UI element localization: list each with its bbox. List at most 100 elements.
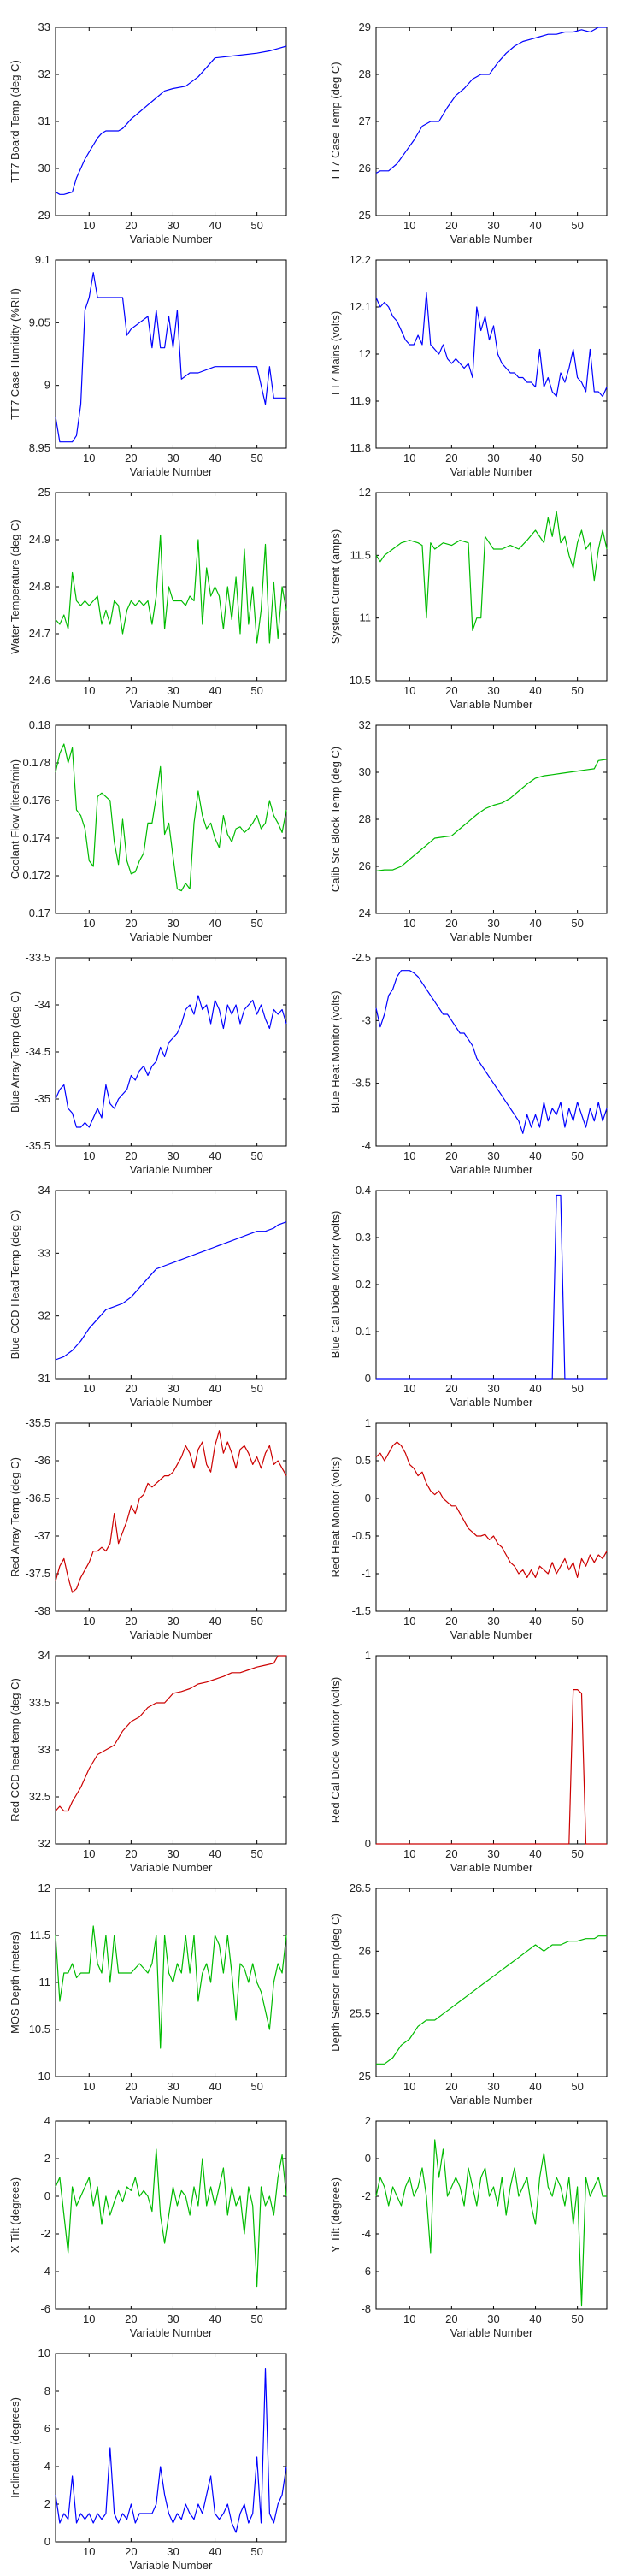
y-tick-label: -2 bbox=[361, 2189, 371, 2202]
chart-panel: 10 20 30 40 50 10 10.5 11 11.5 12 Variable Number M… bbox=[0, 1878, 320, 2111]
y-tick-label: 29 bbox=[38, 209, 50, 222]
chart-panel: 10 20 30 40 50 -6 -4 -2 0 2 4 Variable Number X Tilt… bbox=[0, 2111, 320, 2343]
plot-frame bbox=[375, 1190, 608, 1380]
y-tick-label: 26 bbox=[359, 162, 371, 174]
x-tick-label: 10 bbox=[403, 917, 415, 930]
y-tick-label: 25.5 bbox=[350, 2007, 371, 2020]
y-tick-label: 0.18 bbox=[29, 718, 50, 731]
y-tick-label: 0 bbox=[44, 2189, 50, 2202]
chart-svg: 10 20 30 40 50 0 1 Variable Number Red Cal Diode… bbox=[329, 1649, 608, 1874]
y-tick-label: 24.8 bbox=[29, 580, 50, 593]
x-tick-label: 10 bbox=[83, 684, 95, 697]
x-tick-label: 20 bbox=[125, 1149, 137, 1162]
y-tick-label: 32 bbox=[359, 718, 371, 731]
x-tick-label: 30 bbox=[167, 2313, 179, 2325]
y-axis-label: Red Array Temp (deg C) bbox=[9, 1457, 21, 1577]
chart-panel: 10 20 30 40 50 29 30 31 32 33 Variable Number TT7 B… bbox=[0, 17, 320, 250]
x-tick-label: 50 bbox=[571, 219, 583, 232]
y-tick-label: 8 bbox=[44, 2384, 50, 2397]
x-axis-label: Variable Number bbox=[450, 1628, 533, 1641]
x-tick-label: 50 bbox=[571, 2313, 583, 2325]
chart-panel: 10 20 30 40 50 0 0.1 0.2 0.3 0.4 Variable Number Bl… bbox=[320, 1180, 641, 1413]
plot-frame bbox=[55, 1190, 287, 1380]
x-tick-label: 30 bbox=[167, 684, 179, 697]
y-tick-label: 9.1 bbox=[35, 253, 50, 266]
series-line bbox=[55, 743, 287, 892]
chart-panel: 10 20 30 40 50 -38 -37.5 -37 -36.5 -36 -35.5 Variab… bbox=[0, 1413, 320, 1645]
y-tick-label: 11.8 bbox=[350, 441, 371, 454]
x-tick-label: 40 bbox=[209, 917, 221, 930]
y-tick-label: 2 bbox=[365, 2114, 371, 2127]
plot-frame bbox=[55, 1422, 287, 1612]
y-tick-label: 11 bbox=[39, 1976, 51, 1988]
chart-panel: 10 20 30 40 50 -4 -3.5 -3 -2.5 Variable Number Blu… bbox=[320, 948, 641, 1180]
x-tick-label: 20 bbox=[125, 684, 137, 697]
plot-frame bbox=[55, 724, 287, 914]
y-tick-label: 32.5 bbox=[29, 1790, 50, 1803]
x-axis-label: Variable Number bbox=[130, 233, 213, 245]
x-tick-label: 20 bbox=[125, 219, 137, 232]
x-tick-label: 10 bbox=[403, 684, 415, 697]
y-tick-label: 12 bbox=[359, 486, 371, 499]
x-tick-label: 50 bbox=[571, 1149, 583, 1162]
y-tick-label: 0.3 bbox=[356, 1231, 371, 1244]
chart-svg: 10 20 30 40 50 0 0.1 0.2 0.3 0.4 Variable Number Bl… bbox=[329, 1184, 608, 1409]
x-tick-label: 20 bbox=[125, 2545, 137, 2558]
x-axis-label: Variable Number bbox=[130, 698, 213, 711]
y-tick-label: 28 bbox=[359, 812, 371, 825]
y-tick-label: 25 bbox=[359, 209, 371, 222]
x-tick-label: 20 bbox=[125, 917, 137, 930]
x-axis-label: Variable Number bbox=[450, 931, 533, 943]
plot-frame bbox=[55, 957, 287, 1147]
y-tick-label: 1 bbox=[365, 1416, 371, 1429]
x-tick-label: 20 bbox=[445, 219, 457, 232]
y-axis-label: Coolant Flow (liters/min) bbox=[9, 759, 21, 879]
series-line bbox=[376, 1935, 607, 2065]
x-tick-label: 10 bbox=[403, 1149, 415, 1162]
x-tick-label: 20 bbox=[125, 452, 137, 464]
y-tick-label: -34.5 bbox=[25, 1045, 50, 1058]
y-tick-label: 24.7 bbox=[29, 627, 50, 640]
plot-frame bbox=[55, 1888, 287, 2077]
plot-frame bbox=[375, 27, 608, 216]
chart-svg: 10 20 30 40 50 24.6 24.7 24.8 24.9 25 Variable Num… bbox=[9, 486, 287, 711]
y-tick-label: -8 bbox=[361, 2302, 371, 2315]
y-tick-label: -6 bbox=[40, 2302, 50, 2315]
y-tick-label: 2 bbox=[44, 2497, 50, 2510]
series-line bbox=[55, 534, 287, 644]
x-tick-label: 30 bbox=[487, 219, 499, 232]
y-tick-label: -35.5 bbox=[25, 1416, 50, 1429]
y-tick-label: 0.176 bbox=[22, 794, 50, 806]
x-axis-label: Variable Number bbox=[130, 2094, 213, 2106]
y-axis-label: Water Temperature (deg C) bbox=[9, 519, 21, 654]
x-tick-label: 30 bbox=[167, 452, 179, 464]
x-axis-label: Variable Number bbox=[450, 698, 533, 711]
y-tick-label: 26 bbox=[359, 1944, 371, 1957]
chart-svg: 10 20 30 40 50 -4 -3.5 -3 -2.5 Variable Number Blu… bbox=[329, 951, 608, 1176]
x-tick-label: 40 bbox=[529, 1615, 541, 1628]
plot-frame bbox=[55, 1655, 287, 1845]
x-tick-label: 50 bbox=[250, 219, 262, 232]
chart-panel: 10 20 30 40 50 -1.5 -1 -0.5 0 0.5 1 Variable Number… bbox=[320, 1413, 641, 1645]
x-tick-label: 50 bbox=[571, 917, 583, 930]
y-tick-label: -4 bbox=[361, 1139, 371, 1152]
x-tick-label: 10 bbox=[403, 219, 415, 232]
chart-panel: 10 20 30 40 50 32 32.5 33 33.5 34 Variable Number R… bbox=[0, 1645, 320, 1878]
x-tick-label: 10 bbox=[83, 1149, 95, 1162]
y-axis-label: TT7 Board Temp (deg C) bbox=[9, 60, 21, 183]
chart-svg: 10 20 30 40 50 31 32 33 34 Variable Number Blue CC… bbox=[9, 1184, 287, 1409]
chart-svg: 10 20 30 40 50 10 10.5 11 11.5 12 Variable Number M… bbox=[9, 1882, 287, 2106]
y-axis-label: Red Heat Monitor (volts) bbox=[329, 1457, 342, 1578]
x-axis-label: Variable Number bbox=[130, 1628, 213, 1641]
y-tick-label: 0 bbox=[365, 2152, 371, 2165]
x-tick-label: 30 bbox=[167, 2080, 179, 2093]
y-tick-label: 0 bbox=[365, 1372, 371, 1385]
y-tick-label: 24.9 bbox=[29, 533, 50, 546]
series-line bbox=[376, 1194, 607, 1380]
y-axis-label: TT7 Mains (volts) bbox=[329, 311, 342, 397]
y-tick-label: -2 bbox=[40, 2227, 50, 2240]
plot-frame bbox=[55, 27, 287, 216]
chart-panel: 10 20 30 40 50 0 2 4 6 8 10 Variable Number Inclinat… bbox=[0, 2343, 320, 2576]
y-axis-label: Blue Heat Monitor (volts) bbox=[329, 990, 342, 1113]
